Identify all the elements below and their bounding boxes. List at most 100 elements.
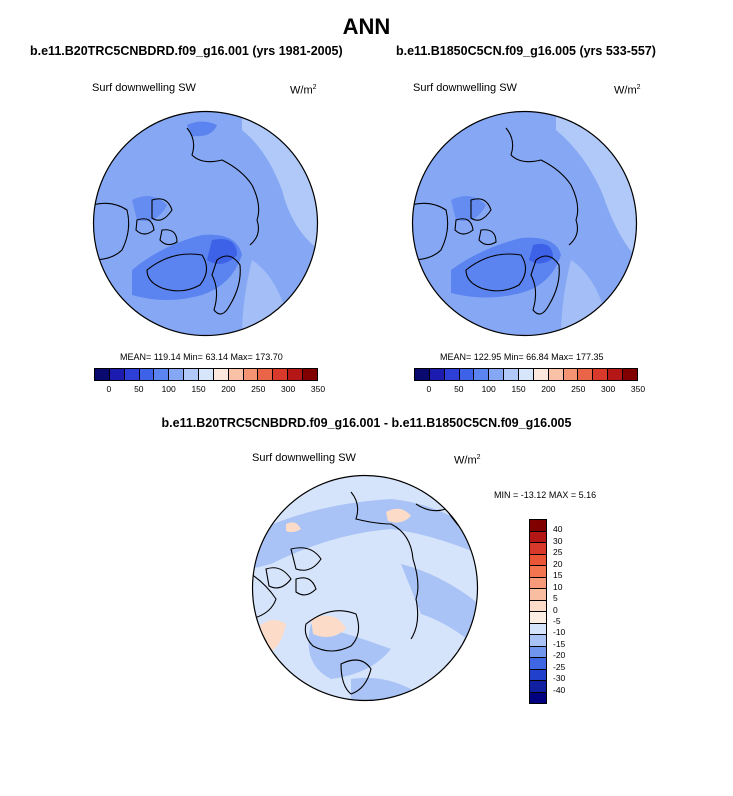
colorbar-tick-label: 0: [553, 604, 558, 615]
colorbar-swatch: [258, 369, 274, 380]
main-title: ANN: [342, 14, 391, 39]
colorbar-swatch: [489, 369, 505, 380]
colorbar-swatch: [530, 669, 546, 681]
right-colorbar: 0 50 100 150 200 250 300 350: [414, 368, 645, 395]
colorbar-swatch: [530, 635, 546, 647]
diff-stats: MIN = -13.12 MAX = 5.16: [494, 490, 596, 500]
left-case-title: b.e11.B20TRC5CNBDRD.f09_g16.001 (yrs 198…: [30, 44, 343, 58]
colorbar-swatch: [593, 369, 609, 380]
diff-polar-map: [251, 474, 479, 702]
left-coast-europe: [211, 255, 241, 315]
colorbar-swatch: [530, 658, 546, 670]
colorbar-swatch: [623, 369, 637, 380]
colorbar-swatch: [530, 589, 546, 601]
colorbar-swatch: [530, 623, 546, 635]
colorbar-tick-label: 300: [601, 384, 616, 394]
colorbar-tick-label: 50: [454, 384, 464, 394]
right-variable-label: Surf downwelling SW: [413, 82, 517, 94]
right-max-value: 177.35: [575, 352, 604, 362]
colorbar-swatch: [169, 369, 185, 380]
colorbar-swatch: [530, 681, 546, 693]
diff-coast-america: [252, 573, 277, 620]
colorbar-swatch: [578, 369, 594, 380]
colorbar-tick-label: 20: [553, 558, 563, 569]
colorbar-swatch: [243, 369, 259, 380]
colorbar-swatch: [303, 369, 317, 380]
colorbar-swatch: [184, 369, 200, 380]
left-map-low-field-4: [132, 196, 167, 221]
right-polar-map: [411, 110, 638, 337]
colorbar-swatch: [530, 646, 546, 658]
colorbar-tick-label: -15: [553, 638, 566, 649]
left-colorbar-ticks: 0 50 100 150 200 250 300 350: [94, 381, 326, 395]
diff-max-value: 5.16: [578, 490, 597, 500]
right-units-exp: 2: [636, 84, 641, 91]
colorbar-swatch: [530, 543, 546, 555]
left-variable-label: Surf downwelling SW: [92, 82, 196, 94]
diff-variable-label: Surf downwelling SW: [252, 452, 356, 464]
colorbar-tick-label: 200: [221, 384, 236, 394]
right-coast-america: [412, 202, 449, 261]
left-coast-america: [93, 202, 130, 261]
colorbar-swatch: [504, 369, 520, 380]
colorbar-swatch: [199, 369, 214, 380]
left-coast-eurasia: [186, 127, 260, 246]
left-min-value: 63.14: [205, 352, 228, 362]
diff-units: W/m2: [454, 454, 481, 467]
colorbar-tick-label: 50: [134, 384, 144, 394]
colorbar-swatch: [459, 369, 475, 380]
left-coast-greenland: [146, 253, 208, 292]
colorbar-tick-label: 10: [553, 581, 563, 592]
left-min-label: Min=: [183, 352, 203, 362]
right-coast-europe: [530, 255, 560, 315]
right-min-label: Min=: [503, 352, 524, 362]
right-map-low-field-3: [451, 196, 486, 221]
colorbar-swatch: [415, 369, 430, 380]
colorbar-tick-label: -30: [553, 673, 566, 684]
colorbar-tick-label: 0: [106, 384, 112, 394]
right-coast-archipelago: [454, 198, 497, 246]
left-colorbar-strip: [94, 368, 318, 381]
colorbar-tick-label: 100: [481, 384, 496, 394]
right-mean-value: 122.95: [473, 352, 502, 362]
left-units: W/m2: [290, 84, 317, 97]
colorbar-tick-label: -25: [553, 661, 566, 672]
colorbar-swatch: [124, 369, 140, 380]
colorbar-swatch: [530, 531, 546, 543]
colorbar-tick-label: 150: [191, 384, 206, 394]
colorbar-swatch: [530, 577, 546, 589]
colorbar-tick-label: 5: [553, 593, 558, 604]
right-case-title: b.e11.B1850C5CN.f09_g16.005 (yrs 533-557…: [396, 44, 656, 58]
diff-colorbar-strip: [529, 519, 547, 704]
colorbar-swatch: [228, 369, 244, 380]
right-colorbar-strip: [414, 368, 638, 381]
colorbar-swatch: [530, 554, 546, 566]
colorbar-tick-label: 15: [553, 570, 563, 581]
colorbar-swatch: [213, 369, 229, 380]
colorbar-tick-label: 200: [541, 384, 556, 394]
left-mean-value: 119.14: [153, 352, 181, 362]
diff-max-label: MAX =: [548, 490, 577, 500]
colorbar-swatch: [563, 369, 579, 380]
colorbar-swatch: [530, 566, 546, 578]
colorbar-swatch: [154, 369, 170, 380]
colorbar-swatch: [519, 369, 534, 380]
diff-map-positive-3: [386, 508, 411, 523]
colorbar-swatch: [530, 520, 546, 532]
left-max-value: 173.70: [255, 352, 283, 362]
diff-map-negative-band: [252, 499, 478, 569]
diff-map-negative-band-2: [401, 564, 478, 649]
colorbar-tick-label: 150: [511, 384, 526, 394]
colorbar-tick-label: 350: [630, 384, 646, 394]
colorbar-swatch: [474, 369, 490, 380]
diff-map-positive-2: [311, 615, 346, 638]
left-mean-label: MEAN=: [120, 352, 152, 362]
right-coast-greenland: [465, 253, 527, 292]
right-coast-eurasia: [505, 127, 579, 246]
colorbar-swatch: [273, 369, 289, 380]
diff-coast-archipelago: [265, 547, 322, 596]
left-polar-map: [92, 110, 319, 337]
diff-coast-europe: [340, 659, 372, 695]
colorbar-tick-label: -20: [553, 650, 566, 661]
right-min-value: 66.84: [526, 352, 549, 362]
